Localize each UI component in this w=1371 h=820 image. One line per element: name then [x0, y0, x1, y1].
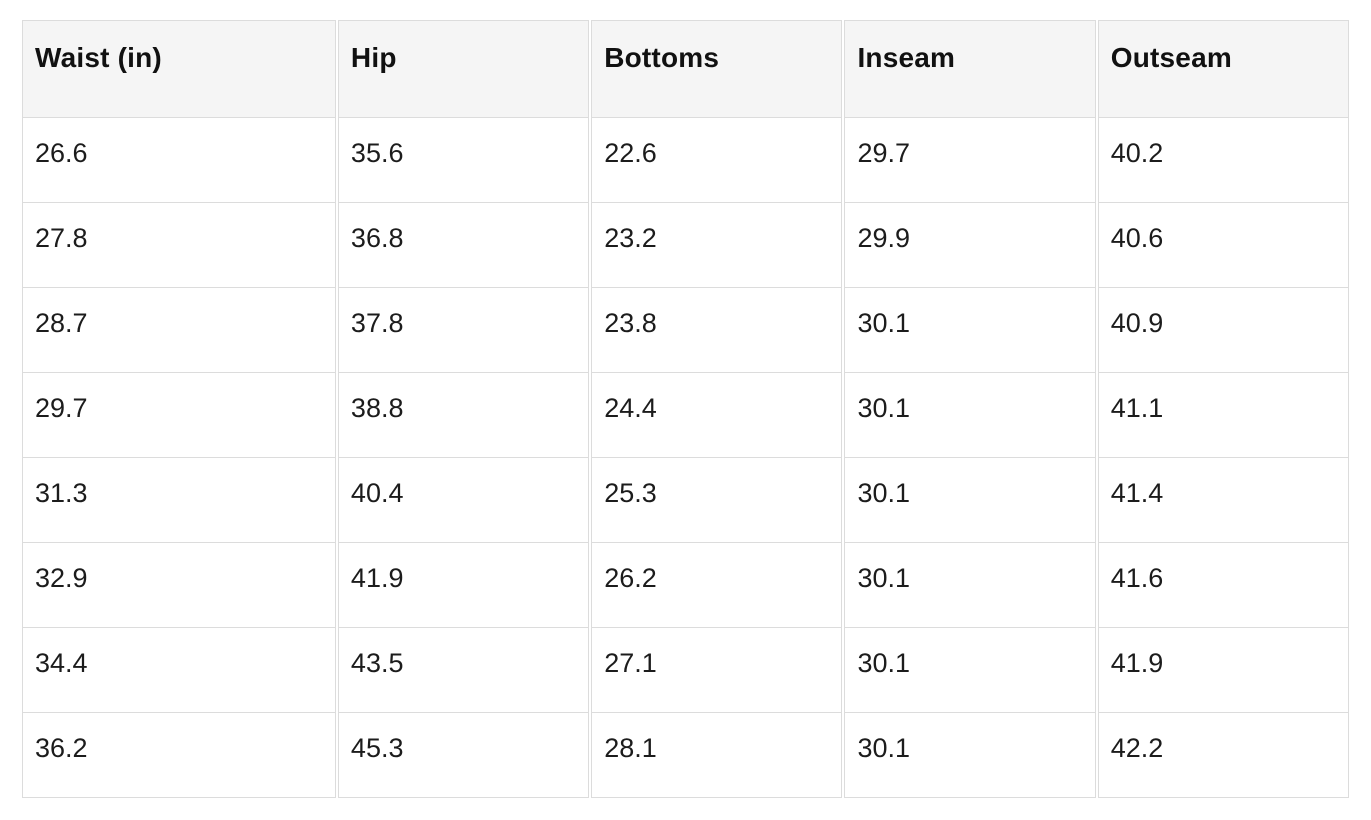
table-cell: 29.9	[844, 203, 1096, 288]
table-cell: 43.5	[337, 628, 590, 713]
table-cell: 26.6	[22, 118, 336, 203]
table-cell: 23.2	[591, 203, 843, 288]
table-header-row: Waist (in) Hip Bottoms Inseam Outseam	[22, 20, 1349, 118]
table-row: 32.9 41.9 26.2 30.1 41.6	[22, 543, 1349, 628]
table-cell: 41.1	[1097, 373, 1349, 458]
column-header: Outseam	[1097, 20, 1349, 118]
table-cell: 37.8	[337, 288, 590, 373]
table-row: 31.3 40.4 25.3 30.1 41.4	[22, 458, 1349, 543]
table-cell: 29.7	[844, 118, 1096, 203]
table-cell: 26.2	[591, 543, 843, 628]
table-row: 29.7 38.8 24.4 30.1 41.1	[22, 373, 1349, 458]
size-chart-table: Waist (in) Hip Bottoms Inseam Outseam 26.6 35…	[20, 20, 1351, 798]
table-cell: 31.3	[22, 458, 336, 543]
column-header: Bottoms	[591, 20, 843, 118]
table-cell: 23.8	[591, 288, 843, 373]
table-row: 26.6 35.6 22.6 29.7 40.2	[22, 118, 1349, 203]
table-cell: 38.8	[337, 373, 590, 458]
table-cell: 30.1	[844, 628, 1096, 713]
table-row: 27.8 36.8 23.2 29.9 40.6	[22, 203, 1349, 288]
table-cell: 30.1	[844, 458, 1096, 543]
table-cell: 30.1	[844, 373, 1096, 458]
table-cell: 40.4	[337, 458, 590, 543]
table-cell: 45.3	[337, 713, 590, 798]
table-cell: 40.6	[1097, 203, 1349, 288]
table-cell: 30.1	[844, 288, 1096, 373]
table-cell: 40.2	[1097, 118, 1349, 203]
table-cell: 42.2	[1097, 713, 1349, 798]
table-cell: 35.6	[337, 118, 590, 203]
table-cell: 40.9	[1097, 288, 1349, 373]
table-cell: 25.3	[591, 458, 843, 543]
table-cell: 30.1	[844, 713, 1096, 798]
table-header: Waist (in) Hip Bottoms Inseam Outseam	[22, 20, 1349, 118]
table-cell: 41.4	[1097, 458, 1349, 543]
table-cell: 27.8	[22, 203, 336, 288]
table-cell: 36.8	[337, 203, 590, 288]
table-row: 36.2 45.3 28.1 30.1 42.2	[22, 713, 1349, 798]
column-header: Hip	[337, 20, 590, 118]
table-cell: 32.9	[22, 543, 336, 628]
table-cell: 41.9	[337, 543, 590, 628]
table-cell: 36.2	[22, 713, 336, 798]
column-header: Inseam	[844, 20, 1096, 118]
table-cell: 30.1	[844, 543, 1096, 628]
table-row: 34.4 43.5 27.1 30.1 41.9	[22, 628, 1349, 713]
table-cell: 22.6	[591, 118, 843, 203]
table-cell: 29.7	[22, 373, 336, 458]
table-row: 28.7 37.8 23.8 30.1 40.9	[22, 288, 1349, 373]
table-cell: 24.4	[591, 373, 843, 458]
table-cell: 41.9	[1097, 628, 1349, 713]
table-cell: 34.4	[22, 628, 336, 713]
table-cell: 27.1	[591, 628, 843, 713]
table-cell: 28.1	[591, 713, 843, 798]
table-body: 26.6 35.6 22.6 29.7 40.2 27.8 36.8 23.2 29.9 40.6…	[22, 118, 1349, 798]
column-header: Waist (in)	[22, 20, 336, 118]
table-cell: 28.7	[22, 288, 336, 373]
table-cell: 41.6	[1097, 543, 1349, 628]
